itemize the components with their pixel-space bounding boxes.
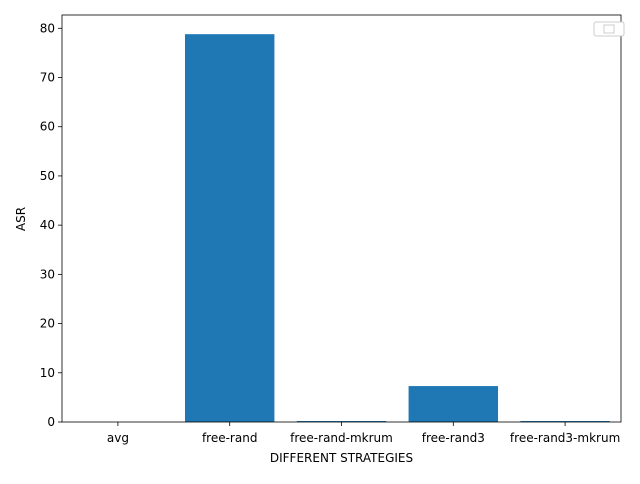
y-tick-label: 40 <box>40 218 55 232</box>
y-tick-label: 80 <box>40 21 55 35</box>
y-tick-label: 10 <box>40 366 55 380</box>
y-tick-label: 70 <box>40 71 55 85</box>
ticks-layer: avg free-rand free-rand-mkrum free-rand3 fre… <box>40 21 621 445</box>
x-tick-label: free-rand3-mkrum <box>510 431 620 445</box>
x-tick-label: avg <box>107 431 129 445</box>
bar-free-rand <box>184 34 275 422</box>
x-axis-label: DIFFERENT STRATEGIES <box>270 451 413 465</box>
y-axis-label: ASR <box>14 207 28 231</box>
y-tick-label: 20 <box>40 317 55 331</box>
bar-free-rand3 <box>408 386 499 422</box>
y-tick-label: 60 <box>40 120 55 134</box>
bar-free-rand3-mkrum <box>520 421 610 422</box>
axes-layer <box>61 14 622 423</box>
bars-layer <box>184 34 610 422</box>
y-tick-label: 50 <box>40 169 55 183</box>
x-tick-label: free-rand3 <box>422 431 485 445</box>
bar-free-rand-mkrum <box>296 421 387 422</box>
legend-swatch <box>603 24 615 34</box>
x-tick-label: free-rand <box>202 431 258 445</box>
x-tick-label: free-rand-mkrum <box>290 431 393 445</box>
plot-frame <box>61 14 622 423</box>
y-tick-label: 30 <box>40 267 55 281</box>
y-tick-label: 0 <box>47 415 55 429</box>
